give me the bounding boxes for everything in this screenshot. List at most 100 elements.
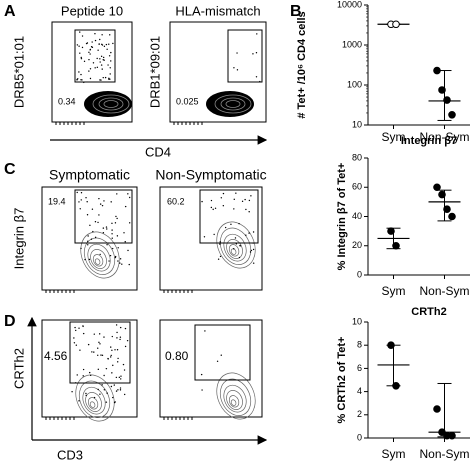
event-dot <box>89 224 91 227</box>
event-dot <box>85 196 87 199</box>
event-dot <box>201 389 203 391</box>
y-tick-label: 4 <box>357 386 362 396</box>
event-dot <box>212 208 214 211</box>
event-dot <box>81 46 84 49</box>
x-tick-label: Non-Sym <box>419 284 469 298</box>
event-dot <box>248 211 250 213</box>
event-dot <box>222 204 225 207</box>
event-dot <box>245 234 247 236</box>
contour <box>216 372 256 420</box>
event-dot <box>115 215 117 218</box>
event-dot <box>255 52 258 54</box>
event-dot <box>96 57 98 60</box>
event-dot <box>112 364 114 367</box>
contour <box>92 254 104 267</box>
event-dot <box>100 354 102 356</box>
event-dot <box>219 241 221 243</box>
event-dot <box>105 401 108 403</box>
event-dot <box>88 258 91 261</box>
event-dot <box>106 392 108 394</box>
contour <box>80 231 120 279</box>
event-dot <box>233 208 235 210</box>
event-dot <box>97 388 99 391</box>
event-dot <box>103 200 105 202</box>
event-dot <box>120 375 122 377</box>
event-dot <box>107 64 109 66</box>
event-dot <box>119 326 122 329</box>
event-dot <box>89 77 92 80</box>
contour <box>226 239 243 259</box>
event-dot <box>87 343 90 346</box>
event-dot <box>89 374 92 377</box>
event-dot <box>116 337 118 339</box>
event-dot <box>248 232 250 234</box>
y-tick-label: 0 <box>357 432 362 442</box>
data-point <box>433 405 441 413</box>
gate <box>194 324 251 381</box>
event-dot <box>236 69 239 71</box>
event-dot <box>124 241 126 243</box>
plot-title: Non-Symptomatic <box>155 167 266 183</box>
event-dot <box>108 55 111 57</box>
event-dot <box>119 258 122 260</box>
contour <box>98 97 124 111</box>
event-dot <box>127 193 129 195</box>
event-dot <box>76 44 79 46</box>
event-dot <box>78 201 80 203</box>
contour <box>225 100 241 108</box>
data-point <box>433 66 441 75</box>
y-tick-label: 100 <box>347 79 362 89</box>
event-dot <box>76 374 78 376</box>
event-dot <box>82 332 85 335</box>
contour <box>228 244 240 257</box>
event-dot <box>115 324 118 326</box>
event-dot <box>256 33 258 35</box>
event-dot <box>111 372 113 374</box>
event-dot <box>73 337 75 339</box>
event-dot <box>108 78 110 80</box>
event-dot <box>119 338 121 341</box>
event-dot <box>108 260 110 262</box>
event-dot <box>117 247 119 249</box>
contour <box>92 94 130 114</box>
event-dot <box>111 233 113 235</box>
data-point <box>443 96 451 104</box>
event-dot <box>112 396 114 399</box>
event-dot <box>89 49 91 51</box>
plot-frame <box>51 21 133 123</box>
event-dot <box>119 387 122 389</box>
data-point <box>438 190 446 199</box>
gate <box>74 189 133 244</box>
event-dot <box>90 238 93 240</box>
event-dot <box>100 55 103 58</box>
gate <box>199 189 259 244</box>
event-dot <box>75 344 78 346</box>
chart-title: Integrin β7 <box>401 135 457 147</box>
y-axis-label: DRB5*01:01 <box>11 36 26 108</box>
event-dot <box>91 41 93 43</box>
plot-frame <box>159 186 263 291</box>
event-dot <box>98 333 101 335</box>
data-point <box>448 431 456 440</box>
y-axis-label: % CRTh2 of Tet+ <box>336 337 348 424</box>
y-tick-label: 10 <box>352 119 362 129</box>
event-dot <box>77 78 79 80</box>
event-dot <box>214 207 217 209</box>
event-dot <box>241 200 244 203</box>
event-dot <box>238 222 240 225</box>
event-dot <box>71 390 73 393</box>
event-dot <box>102 227 105 229</box>
event-dot <box>114 349 116 351</box>
contour <box>226 390 243 410</box>
event-dot <box>109 254 112 257</box>
y-tick-label: 10 <box>352 316 362 326</box>
event-dot <box>86 201 88 203</box>
event-dot <box>78 400 80 402</box>
event-dot <box>252 231 255 233</box>
event-dot <box>123 369 126 371</box>
y-tick-label: 10000 <box>337 0 362 9</box>
gate-frequency: 60.2 <box>167 196 185 206</box>
event-dot <box>236 52 238 54</box>
event-dot <box>217 258 220 260</box>
